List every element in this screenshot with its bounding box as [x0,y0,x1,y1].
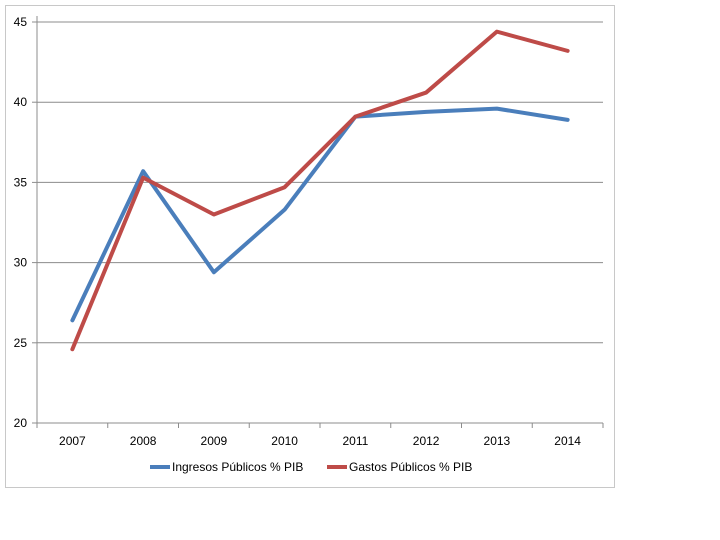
data-point [284,186,286,188]
data-point [213,271,215,273]
data-point [496,31,498,33]
data-point [567,50,569,52]
legend: Ingresos Públicos % PIB Gastos Públicos %… [150,460,472,474]
data-point [213,213,215,215]
y-tick-label: 30 [14,256,28,270]
x-tick-label: 2009 [201,434,228,448]
x-tick-label: 2011 [342,434,368,448]
data-point [425,92,427,94]
data-point [284,209,286,211]
axes: 20 25 30 35 40 45 2007 2008 2009 2010 2011 2012 2013… [14,15,604,448]
x-tick-label: 2014 [554,434,581,448]
y-tick-label: 20 [14,416,28,430]
x-tick-label: 2012 [413,434,440,448]
x-tick-label: 2007 [59,434,86,448]
data-point [354,116,356,118]
y-tick-label: 25 [14,336,28,350]
x-tick-label: 2013 [484,434,511,448]
x-tick-label: 2010 [271,434,298,448]
x-tick-label: 2008 [130,434,157,448]
series-line-1 [70,29,570,352]
data-point [496,108,498,110]
y-tick-label: 40 [14,95,28,109]
data-point [425,111,427,113]
series-line-0 [70,106,570,323]
gridlines [37,21,603,344]
legend-label-1: Gastos Públicos % PIB [349,460,472,474]
legend-label-0: Ingresos Públicos % PIB [172,460,303,474]
y-tick-label: 35 [14,175,28,189]
series-lines [70,29,570,352]
data-point [142,170,144,172]
data-point [71,348,73,350]
data-point [567,119,569,121]
data-point [142,177,144,179]
data-point [71,319,73,321]
y-tick-label: 45 [14,15,28,29]
